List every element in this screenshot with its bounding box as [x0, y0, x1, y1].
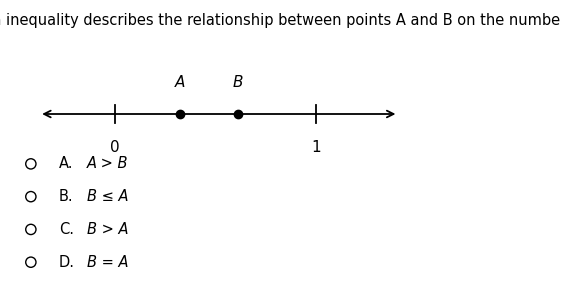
- Text: D.: D.: [59, 255, 75, 270]
- Text: 0: 0: [110, 140, 119, 155]
- Text: A.: A.: [59, 156, 73, 171]
- Text: B: B: [233, 75, 243, 90]
- Text: B.: B.: [59, 189, 73, 204]
- Text: B ≤ A: B ≤ A: [87, 189, 128, 204]
- Text: B > A: B > A: [87, 222, 128, 237]
- Text: Which inequality describes the relationship between points A and B on the number: Which inequality describes the relations…: [0, 13, 561, 28]
- Text: B = A: B = A: [87, 255, 128, 270]
- Text: A: A: [174, 75, 185, 90]
- Text: C.: C.: [59, 222, 74, 237]
- Text: 1: 1: [311, 140, 321, 155]
- Text: A > B: A > B: [87, 156, 128, 171]
